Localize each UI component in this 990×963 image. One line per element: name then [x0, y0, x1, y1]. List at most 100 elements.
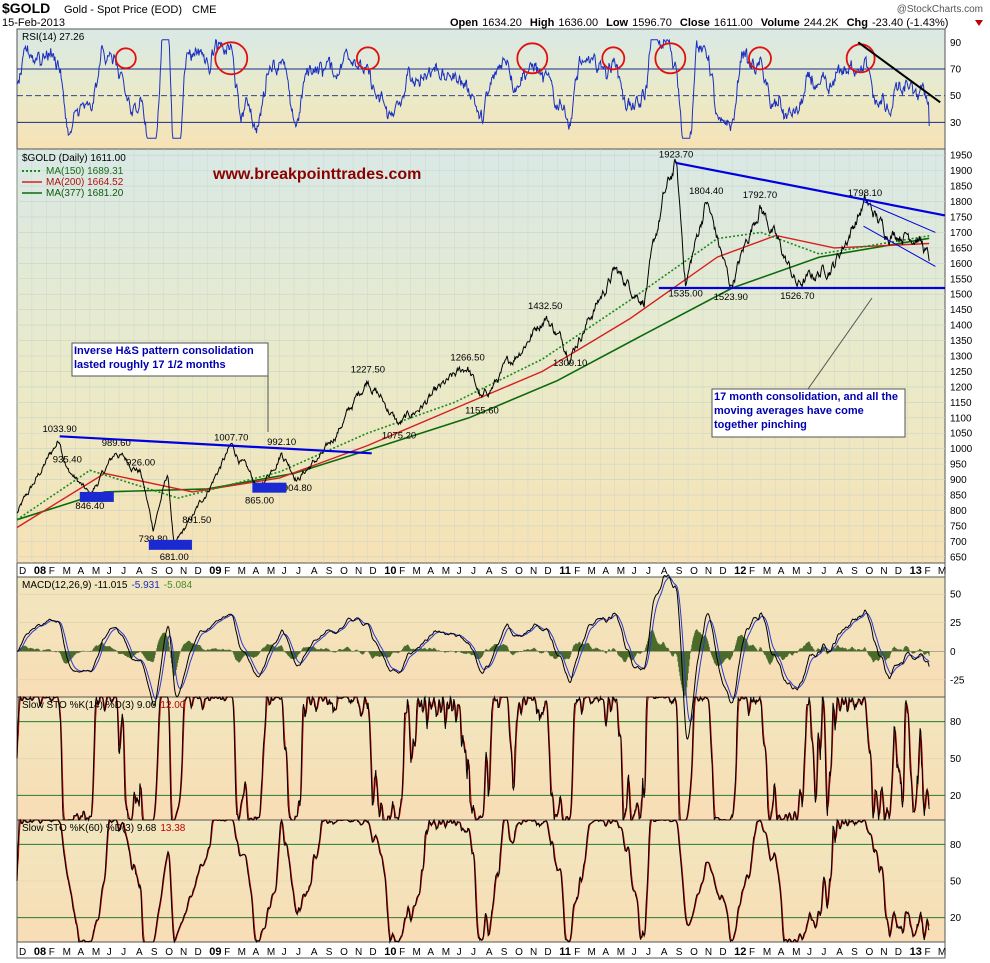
x-tick-label-top: J: [282, 566, 287, 577]
x-tick-label-top: A: [311, 566, 318, 577]
price-y-tick-label: 1200: [950, 382, 973, 393]
stoch60-title-label: Slow STO %K(60) %D(3): [22, 823, 134, 834]
x-tick-label-bottom: J: [471, 947, 476, 958]
price-point-label: 1266.50: [450, 352, 484, 363]
x-tick-label-top: A: [778, 566, 785, 577]
rsi-y-tick-label: 50: [950, 91, 962, 102]
rsi-overbought-circle: [601, 46, 626, 71]
rsi-title: RSI(14) 27.26: [22, 32, 85, 43]
x-tick-label-bottom: M: [238, 947, 246, 958]
price-y-tick-label: 900: [950, 475, 967, 486]
x-tick-label-top: J: [632, 566, 637, 577]
x-tick-label-top: O: [165, 566, 173, 577]
x-tick-label-bottom: N: [880, 947, 887, 958]
x-tick-label-bottom: N: [530, 947, 537, 958]
price-y-tick-label: 1550: [950, 274, 973, 285]
x-tick-label-top: A: [836, 566, 843, 577]
x-tick-label-top: M: [587, 566, 595, 577]
x-tick-label-top: O: [690, 566, 698, 577]
x-tick-label-bottom: D: [895, 947, 902, 958]
x-tick-label-top: A: [486, 566, 493, 577]
x-tick-label-top: J: [821, 566, 826, 577]
macd-signal-value: -5.931: [131, 580, 160, 591]
x-tick-label-bottom: 08: [34, 946, 46, 958]
price-point-label: 1792.70: [743, 190, 777, 201]
x-tick-label-top: 10: [384, 565, 396, 577]
ma200-line: [16, 234, 930, 529]
symbol-title: $GOLD: [2, 0, 50, 16]
open-value: 1634.20: [482, 17, 522, 29]
x-tick-label-top: S: [676, 566, 683, 577]
x-tick-label-top: A: [602, 566, 609, 577]
x-tick-label-top: 09: [209, 565, 221, 577]
macd-title-label: MACD(12,26,9): [22, 580, 91, 591]
macd-y-tick-label: -25: [950, 675, 965, 686]
x-tick-label-bottom: 09: [209, 946, 221, 958]
price-y-tick-label: 1900: [950, 166, 973, 177]
macd-panel-bg: [16, 576, 946, 698]
stoch14-k-value: 9.00: [137, 700, 157, 711]
low-value: 1596.70: [632, 17, 672, 29]
ma150-line: [16, 231, 930, 521]
x-tick-label-bottom: F: [49, 947, 55, 958]
price-point-label: 935.40: [53, 455, 82, 466]
x-tick-label-bottom: 11: [559, 946, 571, 958]
x-tick-label-bottom: M: [267, 947, 275, 958]
x-tick-label-bottom: M: [938, 947, 946, 958]
macd-y-tick-label: 50: [950, 590, 962, 601]
price-point-label: 1075.20: [382, 430, 416, 441]
x-tick-label-bottom: D: [544, 947, 551, 958]
x-tick-label-top: M: [63, 566, 71, 577]
x-tick-label-top: J: [121, 566, 126, 577]
stoch14-d-value: 12.00: [160, 700, 185, 711]
price-point-label: 989.60: [102, 438, 131, 449]
price-y-tick-label: 1800: [950, 197, 973, 208]
exchange-label: CME: [192, 4, 216, 16]
stoch14-y-tick-label: 50: [950, 754, 962, 765]
price-y-tick-label: 1000: [950, 444, 973, 455]
macd-hist-value: -5.084: [164, 580, 193, 591]
price-y-tick-label: 1400: [950, 321, 973, 332]
price-point-label: 1535.00: [669, 288, 703, 299]
price-y-tick-label: 1350: [950, 336, 973, 347]
x-tick-label-top: F: [399, 566, 405, 577]
x-tick-label-top: M: [792, 566, 800, 577]
rsi-overbought-circle: [214, 41, 249, 76]
price-y-tick-label: 1100: [950, 413, 972, 424]
stoch60-y-tick-label: 20: [950, 913, 962, 924]
x-tick-label-top: M: [92, 566, 100, 577]
price-line: [16, 158, 930, 546]
price-y-tick-label: 1600: [950, 259, 973, 270]
macd-y-tick-label: 0: [950, 647, 956, 658]
x-tick-label-top: S: [851, 566, 858, 577]
x-tick-label-bottom: D: [19, 947, 26, 958]
symbol-description: Gold - Spot Price (EOD): [64, 4, 182, 16]
x-tick-label-top: A: [427, 566, 434, 577]
x-tick-label-top: F: [224, 566, 230, 577]
x-tick-label-top: J: [471, 566, 476, 577]
x-tick-label-top: A: [661, 566, 668, 577]
x-tick-label-top: 13: [910, 565, 922, 577]
x-tick-label-bottom: J: [646, 947, 651, 958]
macd-y-tick-label: 25: [950, 618, 962, 629]
price-y-tick-label: 1300: [950, 352, 973, 363]
close-label: Close: [680, 17, 710, 29]
x-tick-label-top: A: [136, 566, 143, 577]
x-tick-label-top: D: [194, 566, 201, 577]
x-tick-label-bottom: A: [252, 947, 259, 958]
x-tick-label-bottom: D: [719, 947, 726, 958]
price-point-label: 1007.70: [214, 432, 248, 443]
x-tick-label-bottom: J: [457, 947, 462, 958]
x-tick-label-bottom: D: [369, 947, 376, 958]
rsi-overbought-circle: [355, 46, 380, 71]
price-point-label: 1523.90: [714, 292, 748, 303]
price-point-label: 1033.90: [42, 424, 76, 435]
x-tick-label-bottom: N: [180, 947, 187, 958]
trendline: [675, 161, 946, 217]
x-tick-label-top: F: [574, 566, 580, 577]
stoch60-title: Slow STO %K(60) %D(3) 9.68 13.38: [22, 823, 186, 834]
x-tick-label-bottom: J: [282, 947, 287, 958]
rsi-overbought-circle: [114, 47, 137, 70]
